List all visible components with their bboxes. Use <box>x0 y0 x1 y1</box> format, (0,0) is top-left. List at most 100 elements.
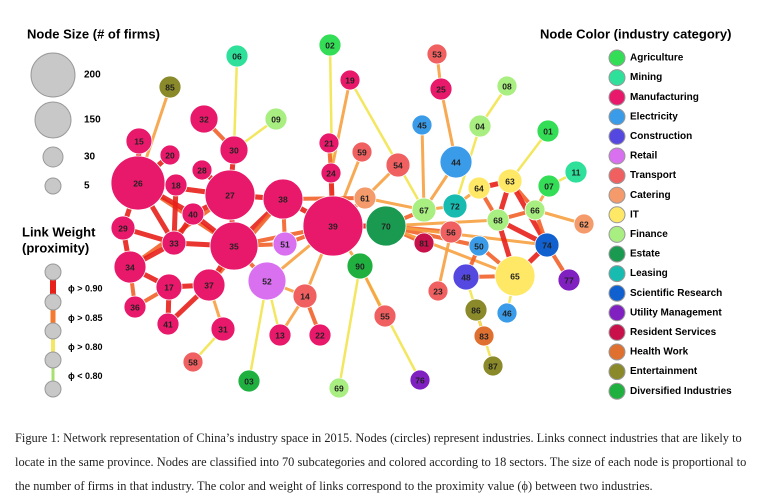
node <box>125 127 153 155</box>
node <box>468 235 490 257</box>
color-legend-swatch <box>608 206 626 224</box>
node-label: 45 <box>417 120 427 130</box>
node-label: 31 <box>218 324 228 334</box>
color-legend-label: Estate <box>630 249 660 260</box>
node-label: 01 <box>543 126 553 136</box>
color-legend-swatch <box>608 108 626 126</box>
color-legend-swatch <box>608 49 626 67</box>
node <box>320 162 342 184</box>
link <box>232 55 239 151</box>
color-legend-label: Retail <box>630 151 657 162</box>
node-label: 03 <box>244 376 254 386</box>
node <box>411 114 433 136</box>
node-label: 81 <box>419 238 429 248</box>
node-label: 67 <box>419 205 429 215</box>
link <box>385 224 516 278</box>
node <box>573 213 595 235</box>
node <box>113 250 147 284</box>
node <box>204 169 256 221</box>
node-label: 32 <box>199 114 209 124</box>
node-label: 53 <box>432 49 442 59</box>
link <box>348 79 426 211</box>
node <box>373 304 397 328</box>
node-label: 25 <box>436 84 446 94</box>
node-label: 36 <box>130 302 140 312</box>
color-legend-label: Agriculture <box>630 53 684 64</box>
node-label: 17 <box>164 282 174 292</box>
color-legend-label: Finance <box>630 229 668 240</box>
node-label: 77 <box>564 275 574 285</box>
node <box>486 208 510 232</box>
node <box>209 221 259 271</box>
node-label: 39 <box>328 221 338 231</box>
node <box>191 159 213 181</box>
node-label: 30 <box>229 145 239 155</box>
color-legend-swatch <box>608 167 626 185</box>
color-legend-label: Diversified Industries <box>630 386 732 397</box>
node <box>262 178 304 220</box>
node-label: 83 <box>479 331 489 341</box>
node-label: 50 <box>474 241 484 251</box>
node-label: 18 <box>171 180 181 190</box>
node <box>439 220 463 244</box>
node-label: 59 <box>357 147 367 157</box>
node <box>302 195 364 257</box>
color-legend-label: Mining <box>630 72 662 83</box>
link-legend-title: (proximity) <box>22 240 89 255</box>
node-label: 66 <box>530 205 540 215</box>
color-legend-swatch <box>608 245 626 263</box>
node <box>272 231 298 257</box>
node <box>564 160 588 184</box>
node <box>427 280 449 302</box>
link-legend-label: ϕ < 0.80 <box>68 371 103 381</box>
node-label: 40 <box>188 209 198 219</box>
node <box>156 312 180 336</box>
node-label: 37 <box>204 280 214 290</box>
node-label: 46 <box>502 308 512 318</box>
node-label: 20 <box>165 150 175 160</box>
node-label: 76 <box>415 375 425 385</box>
node <box>496 75 518 97</box>
node <box>268 323 292 347</box>
node-label: 35 <box>229 241 239 251</box>
size-legend-label: 150 <box>84 115 101 126</box>
node <box>164 173 188 197</box>
node-label: 13 <box>275 330 285 340</box>
link-legend-label: ϕ > 0.80 <box>68 342 103 352</box>
color-legend-swatch <box>608 363 626 381</box>
color-legend-label: Resident Services <box>630 327 717 338</box>
node-label: 38 <box>278 194 288 204</box>
node <box>161 230 187 256</box>
node <box>328 377 350 399</box>
node-label: 28 <box>197 165 207 175</box>
node <box>557 268 581 292</box>
color-legend-swatch <box>608 88 626 106</box>
node <box>497 168 523 194</box>
node-label: 34 <box>125 262 135 272</box>
node <box>496 302 518 324</box>
node <box>210 316 236 342</box>
node <box>292 283 318 309</box>
node <box>413 232 435 254</box>
node <box>409 369 431 391</box>
color-legend-swatch <box>608 304 626 322</box>
node <box>452 263 480 291</box>
node-label: 62 <box>579 219 589 229</box>
color-legend-label: Electricity <box>630 111 678 122</box>
node-label: 51 <box>280 239 290 249</box>
node-label: 56 <box>446 227 456 237</box>
node-label: 86 <box>471 305 481 315</box>
size-legend-label: 200 <box>84 70 101 81</box>
size-legend-circle <box>30 52 76 98</box>
node-label: 90 <box>355 261 365 271</box>
color-legend-swatch <box>608 127 626 145</box>
color-legend-label: Transport <box>630 170 677 181</box>
node <box>189 104 219 134</box>
node <box>353 186 377 210</box>
node-label: 55 <box>380 311 390 321</box>
node <box>494 255 536 297</box>
node <box>264 107 288 131</box>
node-label: 70 <box>381 221 391 231</box>
node <box>225 44 249 68</box>
node <box>534 232 560 258</box>
